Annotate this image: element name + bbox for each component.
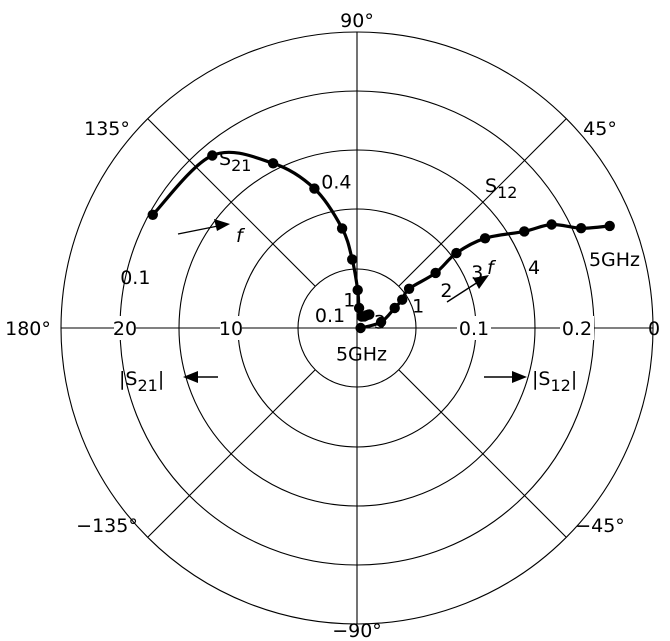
grid-spoke-neg135 [147, 369, 316, 538]
s21-axis-arrow-head [183, 371, 198, 383]
data-point-s21-7 [353, 302, 365, 314]
data-point-s12-4 [403, 283, 415, 294]
freq-arrow-s12-label: f [487, 257, 497, 279]
angle-label-180: 180° [5, 318, 51, 340]
angle-label-neg135: −135° [76, 515, 138, 537]
angle-labels: 90° 45° 0 −45° −90° −135° 180° 135° [5, 10, 660, 641]
grid-spoke-45 [398, 118, 567, 287]
angle-label-45: 45° [583, 118, 617, 140]
freq-arrow-s12 [446, 281, 479, 303]
data-point-s12-8 [519, 226, 530, 237]
freq-label-s12-0: 1 [412, 296, 424, 318]
grid-spoke-135 [147, 118, 316, 287]
data-point-s21-4 [336, 223, 348, 234]
annotations: S21 S12 0.1 f f |S21| |S12| [119, 148, 577, 395]
data-point-s12-7 [479, 233, 491, 244]
data-point-s12-10 [575, 223, 587, 234]
freq-label-s12-1: 2 [440, 280, 452, 302]
data-point-s12-11 [604, 220, 615, 232]
series-layer: 0.10.4135GHz12345GHz [120, 150, 640, 366]
data-point-s21-1 [207, 150, 218, 161]
data-point-s12-5 [430, 267, 441, 279]
freq-label-s21-2: 1 [343, 289, 355, 311]
radial-tick-20: 20 [113, 318, 137, 340]
data-point-s21-5 [347, 254, 358, 265]
freq-arrow-s21-label: f [236, 225, 246, 247]
angle-label-135: 135° [84, 118, 130, 140]
angle-label-90: 90° [340, 10, 374, 32]
center-label: 0.1 [315, 305, 345, 327]
freq-label-s21-4: 5GHz [336, 344, 387, 366]
data-point-s12-1 [375, 316, 387, 328]
data-point-s21-6 [352, 284, 363, 296]
angle-label-0: 0 [648, 318, 660, 340]
radial-tick-10: 10 [219, 318, 243, 340]
s21-name: S21 [219, 148, 251, 175]
data-point-s21-2 [267, 158, 279, 169]
radial-tick-0-1: 0.1 [459, 318, 489, 340]
freq-label-s21-0: 0.1 [120, 267, 150, 289]
data-point-s12-6 [451, 247, 462, 259]
s21-axis-label: |S21| [119, 368, 164, 395]
data-point-s21-3 [309, 183, 320, 194]
data-point-s12-3 [397, 294, 408, 305]
data-point-s12-0 [355, 322, 366, 334]
s12-axis-arrow-head [512, 371, 527, 383]
data-point-s12-2 [389, 302, 400, 314]
data-point-s12-9 [546, 219, 557, 230]
data-point-s21-0 [147, 209, 158, 220]
angle-label-neg90: −90° [332, 620, 382, 641]
radial-labels: 20 10 0.1 0.2 [113, 316, 594, 340]
s12-axis-label: |S12| [532, 368, 577, 395]
grid-spoke-neg45 [398, 369, 567, 538]
freq-arrow-s21 [177, 225, 219, 235]
data-point-s21-12 [364, 309, 375, 320]
freq-arrow-s21-head [214, 219, 230, 231]
freq-label-s12-3: 4 [528, 257, 540, 279]
radial-tick-0-2: 0.2 [562, 318, 592, 340]
freq-label-s21-1: 0.4 [321, 171, 351, 193]
freq-arrow-s12-head [473, 275, 489, 289]
s12-name: S12 [485, 175, 517, 202]
freq-label-s12-4: 5GHz [589, 249, 640, 271]
angle-label-neg45: −45° [575, 515, 625, 537]
